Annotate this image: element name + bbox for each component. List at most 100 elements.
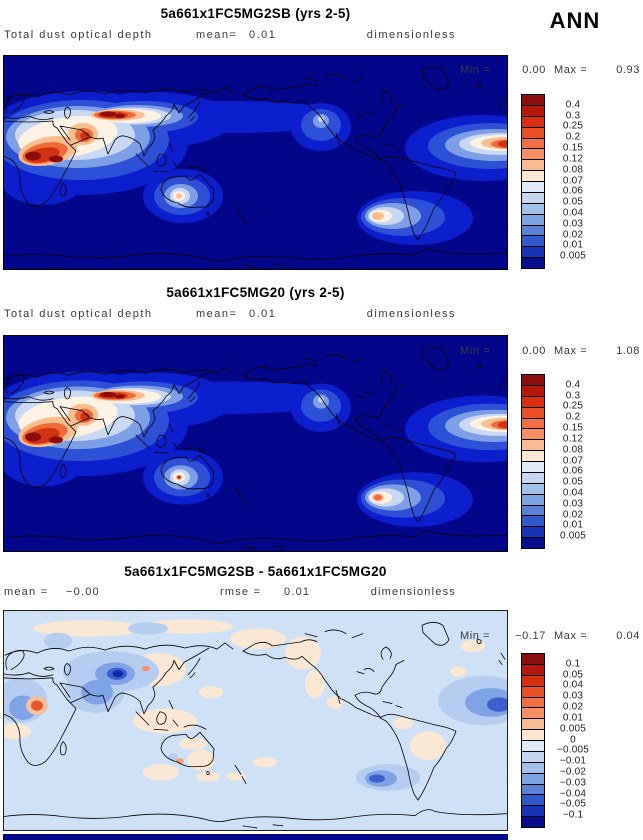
colorbar-tick-label: 0.05	[562, 196, 584, 208]
colorbar-cell	[522, 675, 544, 687]
colorbar-cell	[522, 664, 544, 676]
diff-field	[3, 619, 508, 791]
stats-row: Total dust optical depth mean= 0.01 dime…	[4, 308, 456, 322]
units-label: dimensionless	[370, 586, 456, 598]
colorbar-tick-label: −0.02	[559, 766, 587, 778]
colorbar-cell	[522, 654, 544, 665]
colorbar-tick-label: 0.03	[562, 498, 584, 510]
panel-title: 5a661x1FC5MG20 (yrs 2-5)	[166, 285, 345, 300]
colorbar-cell	[522, 516, 544, 528]
colorbar-cell	[522, 127, 544, 139]
colorbar-tick-label: 0.05	[562, 476, 584, 488]
min-value: 0.00	[522, 64, 546, 76]
max-label: Max =	[554, 64, 588, 76]
mean-value: −0.00	[66, 586, 100, 598]
mean-value: 0.01	[249, 308, 277, 320]
mean-label: mean=	[196, 29, 238, 41]
colorbar-cell	[522, 527, 544, 539]
map-dust-model-b	[3, 335, 508, 552]
variable-label: Total dust optical depth	[4, 308, 153, 320]
units-label: dimensionless	[366, 308, 456, 320]
panel-title: 5a661x1FC5MG2SB (yrs 2-5)	[160, 6, 351, 21]
colorbar-tick-label: 0	[570, 734, 576, 745]
units-label: dimensionless	[366, 29, 456, 41]
colorbar-cell	[522, 440, 544, 452]
colorbar	[521, 94, 545, 269]
colorbar-tick-label: 0.01	[562, 239, 584, 251]
colorbar-tick-label: 0.15	[562, 422, 584, 434]
max-label: Max =	[554, 630, 588, 642]
colorbar-cell	[522, 138, 544, 150]
colorbar-tick-label: 0.4	[565, 379, 581, 391]
colorbar-cell	[522, 182, 544, 193]
colorbar-cell	[522, 708, 544, 720]
colorbar-cell	[522, 795, 544, 807]
colorbar-tick-label: −0.05	[559, 798, 587, 810]
colorbar-tick-label: −0.1	[562, 809, 584, 821]
colorbar-tick-label: 0.25	[562, 400, 584, 412]
colorbar-cell	[522, 258, 544, 268]
max-value: 0.93	[616, 64, 640, 76]
colorbar-tick-label: 0.2	[565, 131, 581, 143]
colorbar-tick-label: 0.01	[562, 712, 584, 724]
rmse-value: 0.01	[284, 586, 311, 598]
colorbar-cell	[522, 149, 544, 161]
colorbar-cell	[522, 741, 544, 752]
colorbar-cell	[522, 784, 544, 796]
colorbar	[521, 653, 545, 828]
colorbar-tick-label: −0.04	[559, 788, 587, 800]
colorbar-cell	[522, 483, 544, 495]
colorbar-tick-label: 0.08	[562, 164, 584, 176]
colorbar-tick-label: 0.02	[562, 701, 584, 713]
colorbar-labels: 0.1 0.05 0.04 0.03 0.02 0.01 0.005 0 −0.005 −0.01…	[548, 653, 598, 826]
colorbar-cell	[522, 773, 544, 785]
map-dust-model-a	[3, 55, 508, 270]
colorbar-cell	[522, 214, 544, 226]
colorbar-tick-label: 0.03	[562, 218, 584, 230]
colorbar-cell	[522, 697, 544, 709]
min-value: −0.17	[515, 630, 546, 642]
mean-label: mean =	[4, 586, 49, 598]
colorbar-tick-label: 0.05	[562, 669, 584, 681]
colorbar-cell	[522, 171, 544, 182]
colorbar-cell	[522, 375, 544, 386]
max-label: Max =	[554, 345, 588, 357]
min-label: Min =	[460, 630, 491, 642]
colorbar-tick-label: −0.03	[559, 777, 587, 789]
colorbar-tick-label: 0.3	[565, 110, 581, 122]
colorbar-cell	[522, 225, 544, 237]
stats-row: Total dust optical depth mean= 0.01 dime…	[4, 29, 456, 43]
stats-row: mean = −0.00 rmse = 0.01 dimensionless	[4, 586, 456, 600]
colorbar-tick-label: 0.25	[562, 120, 584, 132]
variable-label: Total dust optical depth	[4, 29, 153, 41]
colorbar-tick-label: 0.15	[562, 142, 584, 154]
colorbar-cell	[522, 751, 544, 763]
next-panel-map-edge	[3, 834, 508, 840]
colorbar-cell	[522, 236, 544, 248]
colorbar-cell	[522, 817, 544, 827]
colorbar-cell	[522, 451, 544, 462]
colorbar-tick-label: 0.06	[562, 185, 584, 197]
mean-value: 0.01	[249, 29, 277, 41]
colorbar-cell	[522, 429, 544, 441]
minmax-row: Min = 0.00 Max = 0.93	[460, 64, 642, 77]
colorbar-cell	[522, 762, 544, 774]
colorbar-cell	[522, 203, 544, 215]
colorbar-tick-label: 0.1	[565, 658, 581, 670]
colorbar-tick-label: −0.005	[556, 744, 590, 756]
colorbar-tick-label: 0.04	[562, 487, 584, 499]
colorbar-tick-label: 0.02	[562, 229, 584, 241]
min-label: Min =	[460, 64, 491, 76]
colorbar-tick-label: 0.12	[562, 153, 584, 165]
colorbar-cell	[522, 105, 544, 117]
colorbar-tick-label: 0.07	[562, 455, 584, 466]
colorbar-cell	[522, 247, 544, 259]
colorbar-cell	[522, 418, 544, 430]
minmax-row: Min = −0.17 Max = 0.04	[460, 630, 642, 643]
colorbar-cell	[522, 192, 544, 204]
max-value: 0.04	[616, 630, 640, 642]
min-value: 0.00	[522, 345, 546, 357]
colorbar-labels: 0.4 0.3 0.25 0.2 0.15 0.12 0.08 0.07 0.06 0.05 0.0…	[548, 374, 598, 547]
colorbar-tick-label: 0.005	[559, 723, 587, 735]
